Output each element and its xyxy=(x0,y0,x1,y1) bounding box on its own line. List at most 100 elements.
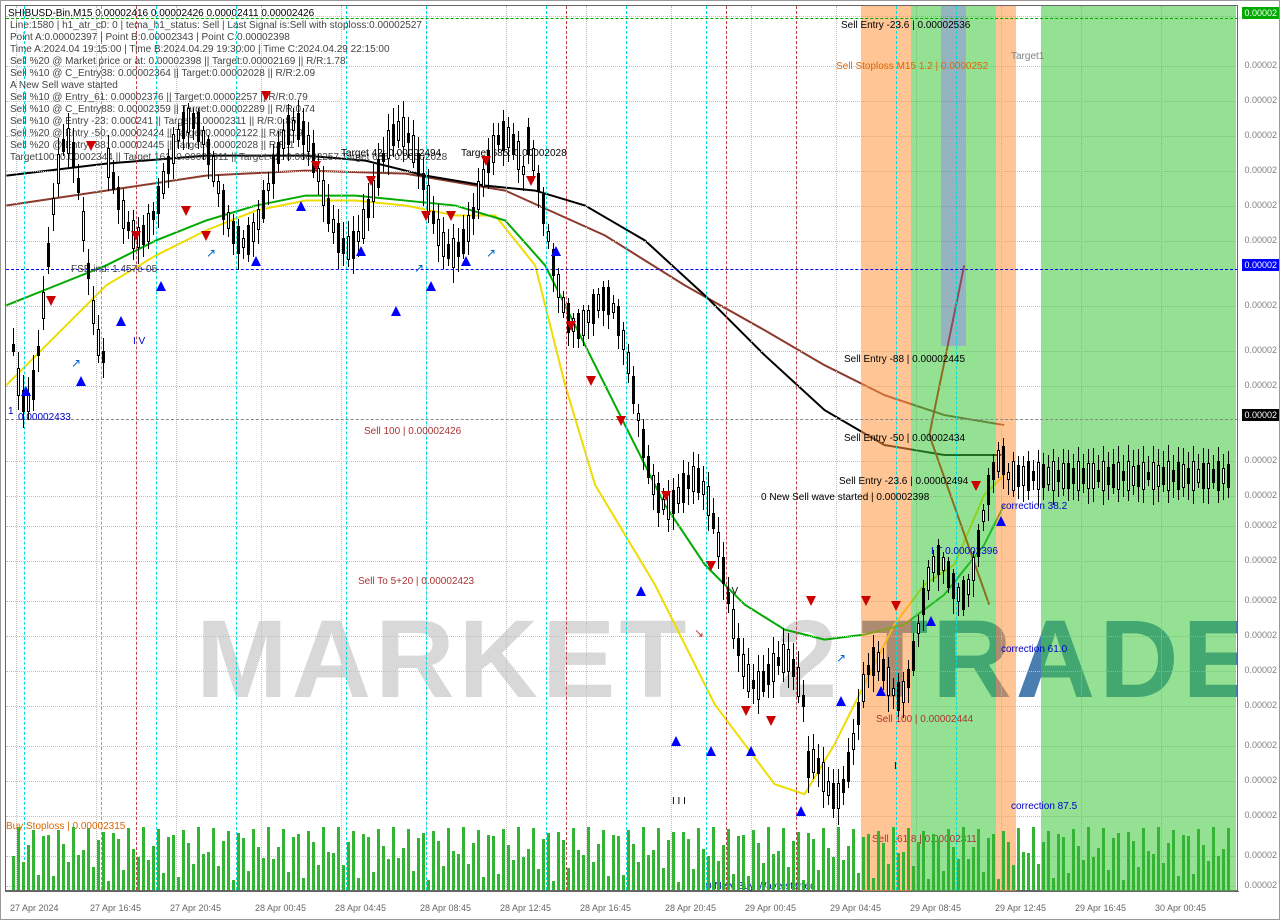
volume-bar xyxy=(157,829,160,890)
watermark-market: MARKET xyxy=(196,596,691,723)
volume-bar xyxy=(507,845,510,890)
chart-annotation: Sell Entry -88 | 0.00002445 xyxy=(844,354,965,365)
volume-bar xyxy=(477,830,480,890)
volume-bar xyxy=(927,879,930,890)
volume-bar xyxy=(522,857,525,890)
info-line: Sell %10 @ C_Entry38: 0.00002364 || Targ… xyxy=(10,68,315,79)
volume-bar xyxy=(747,876,750,890)
volume-bar xyxy=(427,880,430,890)
price-zone xyxy=(966,6,996,892)
volume-bar xyxy=(982,872,985,890)
volume-bar xyxy=(287,872,290,890)
price-tick-label: 0.00002 xyxy=(1244,740,1277,750)
volume-bar xyxy=(1157,827,1160,890)
signal-arrow-outline: ↗ xyxy=(206,246,216,260)
volume-bar xyxy=(952,847,955,890)
volume-bar xyxy=(162,873,165,890)
chart-annotation: 0.00002433 xyxy=(18,412,71,423)
volume-bar xyxy=(452,851,455,890)
volume-bar xyxy=(32,830,35,890)
volume-bar xyxy=(47,835,50,890)
volume-bar xyxy=(887,864,890,890)
gridline-v xyxy=(751,6,752,890)
volume-bar xyxy=(317,865,320,890)
volume-bar xyxy=(227,831,230,890)
volume-bar xyxy=(492,836,495,890)
volume-bar xyxy=(417,838,420,890)
volume-bar xyxy=(1172,830,1175,890)
volume-bar xyxy=(817,870,820,890)
signal-arrow-down xyxy=(46,296,56,306)
volume-bar xyxy=(1007,842,1010,890)
volume-bar xyxy=(1182,835,1185,890)
volume-bar xyxy=(622,875,625,890)
volume-bar xyxy=(732,874,735,890)
marker-vline xyxy=(726,6,727,890)
time-axis: 27 Apr 202427 Apr 16:4527 Apr 20:4528 Ap… xyxy=(5,891,1239,919)
volume-bar xyxy=(207,852,210,890)
volume-bar xyxy=(1012,865,1015,890)
chart-annotation: Sell 100 | 0.00002426 xyxy=(364,426,461,437)
session-vline xyxy=(426,6,427,890)
volume-bar xyxy=(407,829,410,890)
volume-bar xyxy=(182,830,185,890)
volume-bar xyxy=(1022,852,1025,890)
price-tick-label: 0.00002 xyxy=(1244,555,1277,565)
volume-bar xyxy=(892,827,895,890)
volume-bar xyxy=(237,833,240,890)
price-tick-label: 0.00002 xyxy=(1244,455,1277,465)
signal-arrow-down xyxy=(661,491,671,501)
volume-bar xyxy=(1037,864,1040,890)
volume-bar xyxy=(152,846,155,890)
volume-bar xyxy=(382,846,385,890)
signal-arrow-up xyxy=(156,281,166,291)
info-line: Sell %20 @ Market price or at: 0.0000239… xyxy=(10,56,346,67)
session-vline xyxy=(956,6,957,890)
volume-bar xyxy=(1192,874,1195,890)
volume-bar xyxy=(847,846,850,890)
volume-bar xyxy=(627,830,630,890)
price-tick-label: 0.00002 xyxy=(1244,490,1277,500)
price-tick-label: 0.00002 xyxy=(1244,700,1277,710)
signal-arrow-down xyxy=(971,481,981,491)
signal-arrow-down xyxy=(616,416,626,426)
volume-bar xyxy=(97,840,100,890)
volume-bar xyxy=(882,843,885,890)
volume-bar xyxy=(782,828,785,890)
volume-bar xyxy=(1147,851,1150,890)
volume-bar xyxy=(322,827,325,890)
volume-bar xyxy=(1017,828,1020,890)
volume-bar xyxy=(1177,876,1180,890)
volume-bar xyxy=(642,827,645,890)
volume-bar xyxy=(112,833,115,890)
price-tick-label: 0.00002 xyxy=(1244,60,1277,70)
gridline-v xyxy=(341,6,342,890)
volume-bar xyxy=(937,838,940,890)
price-tick-label: 0.00002 xyxy=(1244,520,1277,530)
signal-arrow-up xyxy=(636,586,646,596)
volume-bar xyxy=(497,874,500,890)
chart-area[interactable]: MARKET 2 TRADE SHIBUSD-Bin,M15 0.0000241… xyxy=(5,5,1239,891)
volume-bar xyxy=(352,831,355,890)
volume-bar xyxy=(117,839,120,890)
volume-bar xyxy=(277,847,280,890)
price-zone xyxy=(1136,6,1236,892)
volume-bar xyxy=(27,845,30,890)
volume-bar xyxy=(932,834,935,890)
volume-bar xyxy=(197,827,200,890)
volume-bar xyxy=(82,850,85,890)
volume-bar xyxy=(1152,854,1155,890)
chart-annotation: Target1 xyxy=(1011,51,1044,62)
price-tick-label: 0.00002 xyxy=(1244,165,1277,175)
volume-bar xyxy=(1207,861,1210,890)
volume-bar xyxy=(437,841,440,890)
time-tick-label: 29 Apr 08:45 xyxy=(910,903,961,913)
volume-bar xyxy=(567,868,570,890)
chart-container[interactable]: MARKET 2 TRADE SHIBUSD-Bin,M15 0.0000241… xyxy=(0,0,1280,920)
volume-bar xyxy=(57,830,60,890)
volume-bar xyxy=(1097,848,1100,890)
volume-bar xyxy=(987,838,990,890)
volume-bar xyxy=(827,848,830,890)
volume-bar xyxy=(1197,829,1200,890)
volume-bar xyxy=(692,869,695,890)
